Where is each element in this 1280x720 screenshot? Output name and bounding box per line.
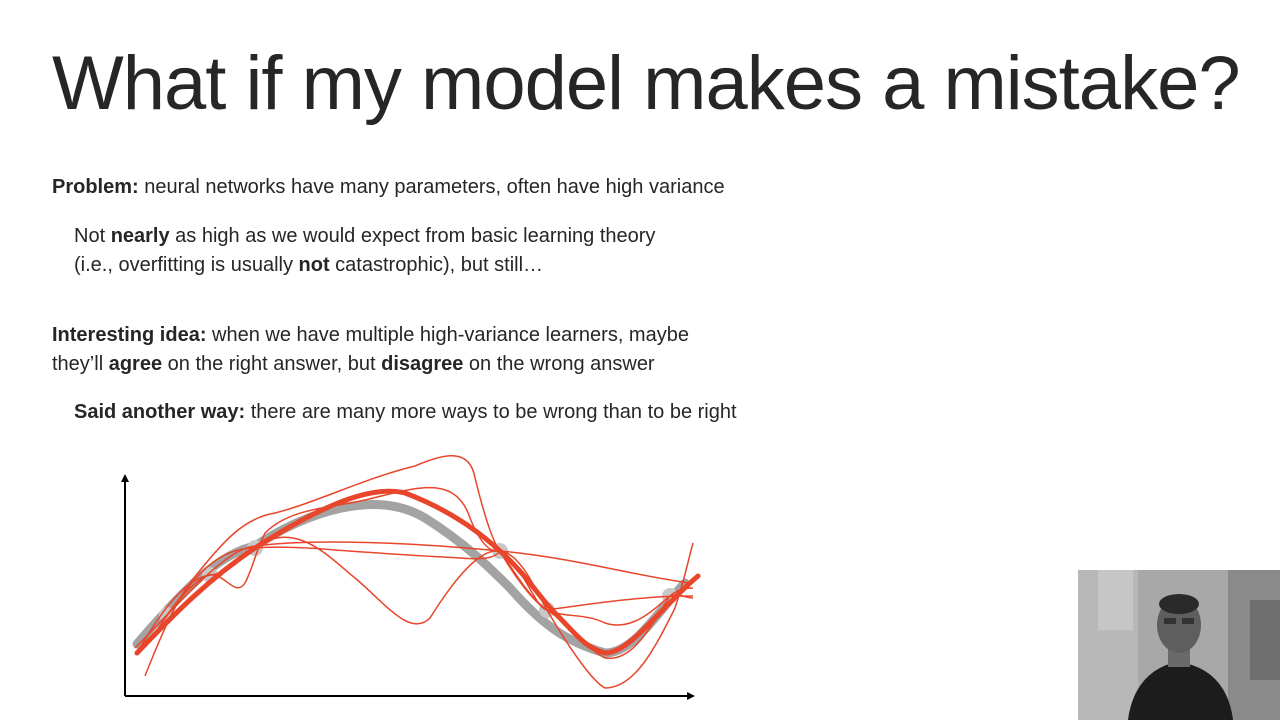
- problem-label: Problem:: [52, 176, 139, 198]
- idea-text-2: they’ll: [52, 353, 109, 375]
- note-bold-not: not: [298, 254, 330, 276]
- ensemble-mean-curve: [134, 488, 701, 656]
- idea-bold-agree: agree: [108, 353, 163, 375]
- learner-curve: [154, 486, 694, 634]
- idea-text-1: when we have multiple high-variance lear…: [206, 324, 689, 346]
- idea-line-2: they’ll agree on the right answer, but d…: [52, 350, 655, 378]
- idea-text-3: on the right answer, but: [162, 353, 382, 375]
- note-text-2: as high as we would expect from basic le…: [169, 225, 656, 247]
- ensemble-plot: [121, 455, 701, 700]
- note-line-2: (i.e., overfitting is usually not catast…: [74, 251, 543, 279]
- note-text-4: catastrophic), but still…: [329, 254, 544, 276]
- presenter-icon: [1078, 570, 1280, 720]
- learner-curve: [144, 455, 694, 689]
- said-label: Said another way:: [74, 401, 246, 423]
- note-bold-nearly: nearly: [110, 225, 170, 247]
- presenter-webcam: [1078, 570, 1280, 720]
- note-line-1: Not nearly as high as we would expect fr…: [74, 222, 655, 250]
- said-text: there are many more ways to be wrong tha…: [245, 401, 737, 423]
- said-line: Said another way: there are many more wa…: [74, 398, 737, 426]
- idea-bold-disagree: disagree: [381, 353, 464, 375]
- problem-line: Problem: neural networks have many param…: [52, 173, 725, 201]
- idea-label: Interesting idea:: [52, 324, 207, 346]
- true-function-curve: [132, 500, 690, 658]
- idea-text-4: on the wrong answer: [463, 353, 655, 375]
- note-text-3: (i.e., overfitting is usually: [74, 254, 299, 276]
- slide-title: What if my model makes a mistake?: [52, 41, 1241, 126]
- idea-line-1: Interesting idea: when we have multiple …: [52, 321, 689, 349]
- note-text-1: Not: [74, 225, 111, 247]
- problem-text: neural networks have many parameters, of…: [138, 176, 725, 198]
